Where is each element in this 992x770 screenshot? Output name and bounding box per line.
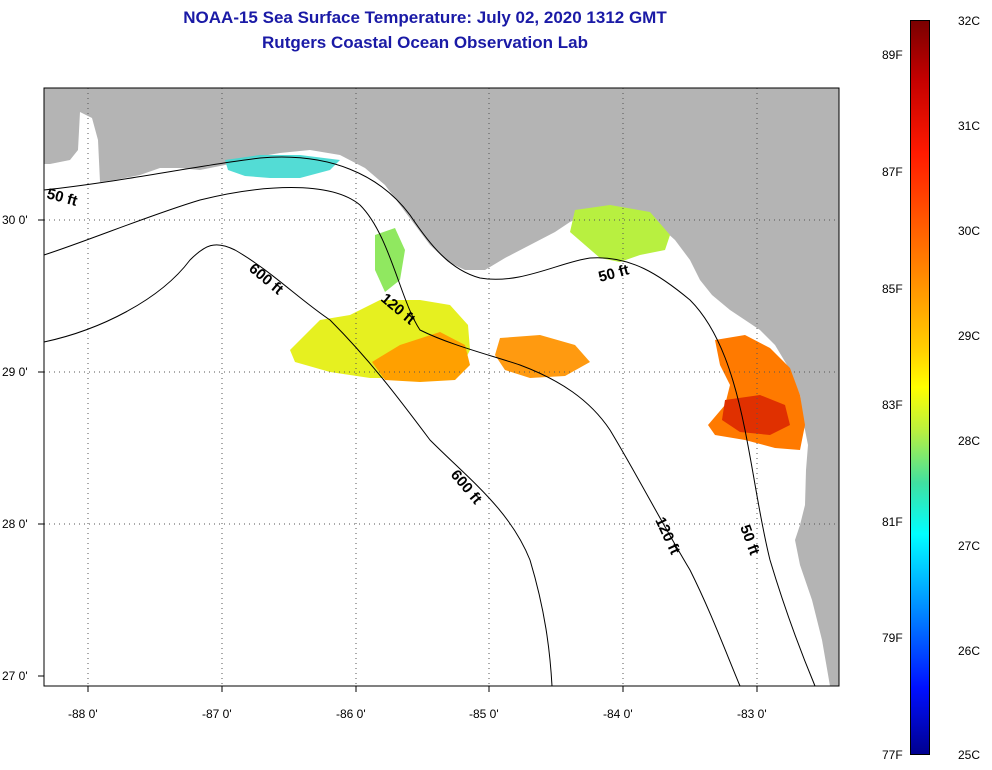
temperature-colorbar bbox=[910, 20, 930, 755]
colorbar-c-28: 28C bbox=[958, 434, 981, 448]
sst-patch-panhandle bbox=[225, 155, 340, 178]
lon-label-85: -85 0' bbox=[469, 707, 499, 721]
sst-patch-apalachee bbox=[570, 205, 670, 262]
land-mass bbox=[44, 88, 839, 686]
plot-frame bbox=[43, 87, 840, 687]
colorbar-f-89: 89F bbox=[882, 48, 903, 62]
lon-label-87: -87 0' bbox=[202, 707, 232, 721]
sst-patch-center-orange bbox=[495, 335, 590, 378]
sst-patch-offshore-orange bbox=[372, 332, 470, 382]
lon-label-83: -83 0' bbox=[737, 707, 767, 721]
lon-label-88: -88 0' bbox=[68, 707, 98, 721]
contour-120ft bbox=[43, 187, 741, 687]
lon-label-86: -86 0' bbox=[336, 707, 366, 721]
depth-contours bbox=[43, 156, 816, 687]
colorbar-f-79: 79F bbox=[882, 631, 903, 645]
colorbar-c-27: 27C bbox=[958, 539, 981, 553]
colorbar-f-85: 85F bbox=[882, 282, 903, 296]
lat-label-27: 27 0' bbox=[2, 669, 28, 683]
colorbar-c-31: 31C bbox=[958, 119, 981, 133]
contour-600ft bbox=[43, 244, 553, 687]
colorbar-c-26: 26C bbox=[958, 644, 981, 658]
axis-ticks bbox=[38, 219, 758, 692]
colorbar-c-25: 25C bbox=[958, 748, 981, 762]
lat-label-28: 28 0' bbox=[2, 517, 28, 531]
lat-label-30: 30 0' bbox=[2, 213, 28, 227]
contour-50ft bbox=[43, 156, 816, 687]
map-title: NOAA-15 Sea Surface Temperature: July 02… bbox=[183, 8, 667, 27]
colorbar-f-81: 81F bbox=[882, 515, 903, 529]
colorbar-f-87: 87F bbox=[882, 165, 903, 179]
colorbar-c-32: 32C bbox=[958, 14, 981, 28]
colorbar-c-30: 30C bbox=[958, 224, 981, 238]
colorbar-f-83: 83F bbox=[882, 398, 903, 412]
colorbar-f-77: 77F bbox=[882, 748, 903, 762]
lon-label-84: -84 0' bbox=[603, 707, 633, 721]
colorbar-c-29: 29C bbox=[958, 329, 981, 343]
map-subtitle: Rutgers Coastal Ocean Observation Lab bbox=[262, 33, 588, 52]
sst-patch-west-green bbox=[375, 228, 405, 292]
lat-label-29: 29 0' bbox=[2, 365, 28, 379]
